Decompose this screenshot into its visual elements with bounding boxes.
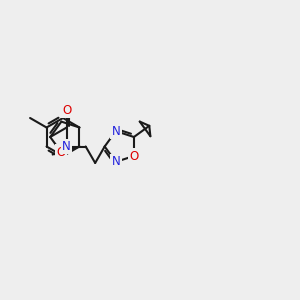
Text: N: N: [112, 155, 120, 168]
Text: N: N: [62, 140, 71, 153]
Text: O: O: [57, 146, 66, 159]
Text: N: N: [112, 124, 120, 138]
Text: O: O: [129, 149, 139, 163]
Text: O: O: [62, 104, 71, 117]
